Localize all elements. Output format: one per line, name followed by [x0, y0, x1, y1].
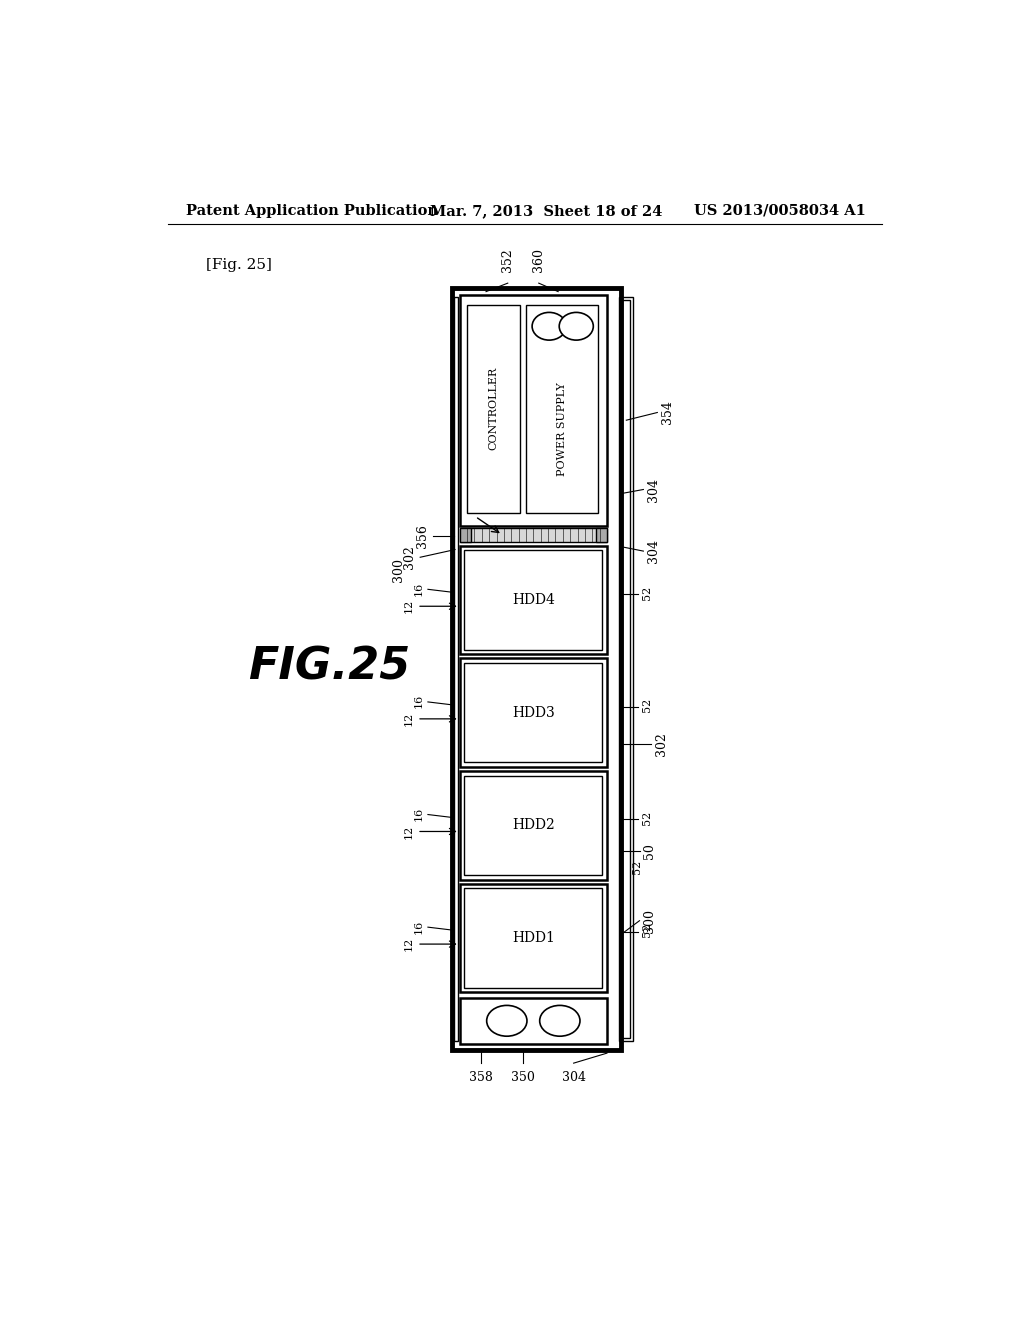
Bar	[464, 776, 602, 875]
Bar	[620, 297, 633, 1040]
Text: 352: 352	[502, 248, 514, 272]
Text: 12: 12	[403, 599, 414, 614]
Bar	[467, 305, 520, 512]
Text: 350: 350	[511, 1071, 536, 1084]
Bar	[452, 288, 621, 1051]
Text: 300: 300	[391, 558, 404, 582]
Text: Patent Application Publication: Patent Application Publication	[186, 203, 438, 218]
Bar	[460, 545, 607, 655]
Text: 304: 304	[561, 1071, 586, 1084]
Ellipse shape	[540, 1006, 580, 1036]
Text: 52: 52	[642, 810, 652, 825]
Bar	[454, 297, 458, 1040]
Text: HDD3: HDD3	[512, 706, 555, 719]
Text: 12: 12	[403, 937, 414, 952]
Text: 52: 52	[632, 859, 642, 874]
Text: 16: 16	[414, 919, 424, 933]
Text: 300: 300	[643, 908, 656, 933]
Bar	[460, 528, 471, 541]
Bar	[464, 663, 602, 763]
Bar	[526, 305, 598, 512]
Text: HDD2: HDD2	[512, 818, 555, 833]
Bar	[464, 888, 602, 987]
Bar	[460, 659, 607, 767]
Ellipse shape	[532, 313, 566, 341]
Text: 52: 52	[642, 923, 652, 937]
Text: 16: 16	[414, 694, 424, 709]
Text: Mar. 7, 2013  Sheet 18 of 24: Mar. 7, 2013 Sheet 18 of 24	[430, 203, 663, 218]
Text: HDD4: HDD4	[512, 593, 555, 607]
Bar	[596, 528, 607, 541]
Text: 52: 52	[642, 585, 652, 599]
Bar	[460, 998, 607, 1044]
Text: [Fig. 25]: [Fig. 25]	[206, 259, 271, 272]
Bar	[460, 296, 607, 527]
Text: 16: 16	[414, 807, 424, 821]
Text: CONTROLLER: CONTROLLER	[488, 367, 499, 450]
Text: US 2013/0058034 A1: US 2013/0058034 A1	[693, 203, 865, 218]
Text: 50: 50	[643, 843, 656, 859]
Text: 354: 354	[662, 400, 674, 425]
Text: 304: 304	[647, 539, 660, 564]
Bar	[623, 300, 630, 1038]
Bar	[460, 771, 607, 879]
Text: 12: 12	[403, 825, 414, 838]
Text: 16: 16	[414, 581, 424, 595]
Text: 358: 358	[469, 1071, 493, 1084]
Ellipse shape	[486, 1006, 527, 1036]
Text: 302: 302	[655, 731, 668, 755]
Text: 356: 356	[416, 524, 429, 548]
Bar	[460, 883, 607, 993]
Text: FIG.25: FIG.25	[248, 645, 411, 688]
Text: 12: 12	[403, 711, 414, 726]
Bar	[460, 528, 607, 541]
Text: HDD1: HDD1	[512, 931, 555, 945]
Text: 302: 302	[403, 545, 417, 569]
Text: 304: 304	[647, 478, 660, 502]
Bar	[464, 550, 602, 649]
Text: 360: 360	[532, 248, 545, 272]
Ellipse shape	[559, 313, 593, 341]
Text: 52: 52	[642, 698, 652, 711]
Text: POWER SUPPLY: POWER SUPPLY	[557, 383, 567, 477]
